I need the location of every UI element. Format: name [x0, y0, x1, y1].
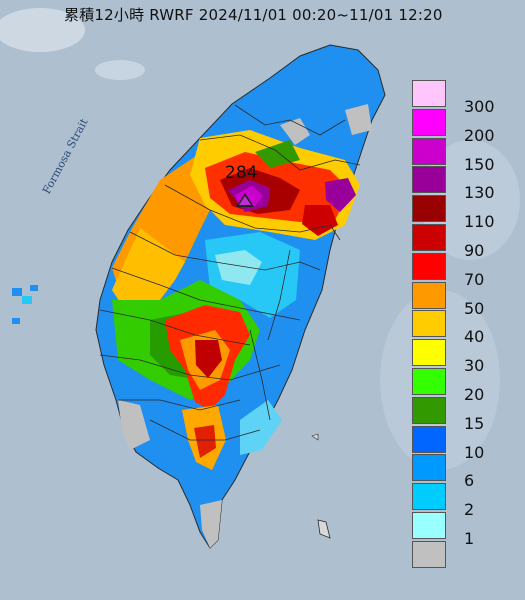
legend-label: 15 [464, 413, 485, 433]
zone-70mm-south [194, 425, 216, 458]
zone-90mm-central [195, 340, 222, 378]
color-legend: 300 200 150 130 110 90 70 50 40 30 20 15 10 6 2 1 [412, 80, 508, 571]
zone-gray-southwest [118, 400, 150, 450]
legend-swatch [412, 137, 446, 165]
map-title: 累積12小時 RWRF 2024/11/01 00:20~11/01 12:20 [64, 6, 443, 24]
legend-swatch [412, 454, 446, 482]
legend-swatch [412, 425, 446, 453]
legend-swatch [412, 310, 446, 338]
legend-label: 40 [464, 327, 485, 347]
zone-1mm [215, 250, 262, 285]
legend-swatch [412, 540, 446, 568]
legend-swatch [412, 224, 446, 251]
legend-label: 150 [464, 154, 495, 174]
legend-label: 6 [464, 471, 475, 491]
legend-swatch [412, 195, 446, 223]
zone-130mm-east [325, 178, 356, 212]
max-rainfall-value: 284 [225, 163, 258, 183]
legend-label: 50 [464, 298, 485, 318]
legend-swatch [412, 252, 446, 280]
offshore-islands [12, 285, 331, 539]
zone-40mm-west [112, 228, 185, 310]
legend-label: 200 [464, 125, 495, 145]
legend-label: 2 [464, 500, 475, 520]
zone-gray-northeast [345, 104, 372, 135]
zone-2mm-south [240, 400, 282, 455]
legend-swatch [412, 396, 446, 424]
legend-swatch [412, 281, 446, 309]
legend-swatch [412, 108, 446, 136]
legend-label: 300 [464, 97, 495, 116]
legend-label: 110 [464, 212, 495, 232]
max-location-triangle-icon [236, 193, 254, 207]
legend-label: 130 [464, 183, 495, 203]
zone-90mm-east [302, 205, 338, 236]
legend-swatch [412, 368, 446, 395]
legend-swatch [412, 166, 446, 194]
zone-gray-north [280, 118, 310, 145]
legend-label: 30 [464, 356, 485, 376]
legend-swatch [412, 483, 446, 511]
legend-label: 20 [464, 385, 485, 404]
legend-swatch [412, 80, 446, 107]
legend-label: 10 [464, 442, 485, 462]
legend-label: 1 [464, 529, 475, 548]
legend-label: 70 [464, 269, 485, 289]
legend-label: 90 [464, 241, 485, 260]
zone-gray-southtip [200, 500, 222, 548]
county-boundaries [99, 104, 361, 441]
legend-swatch [412, 512, 446, 539]
legend-swatch [412, 339, 446, 367]
